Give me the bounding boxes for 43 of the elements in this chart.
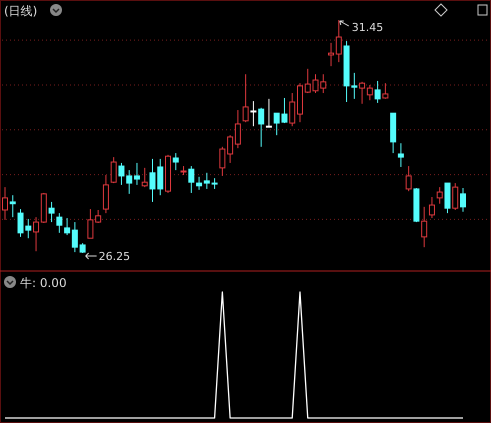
candlestick: [398, 142, 404, 168]
candlestick: [149, 158, 156, 202]
candlestick: [134, 162, 140, 186]
candlestick: [10, 194, 16, 218]
candlestick: [142, 167, 148, 188]
chart-title: 牛: 0.00: [20, 276, 67, 290]
candlestick: [374, 80, 381, 104]
candlestick: [312, 74, 319, 94]
candlestick: [328, 42, 334, 67]
candlestick: [56, 212, 62, 234]
candlestick: [64, 218, 70, 236]
candlestick: [359, 81, 366, 104]
candlestick: [242, 74, 249, 123]
candlestick: [452, 182, 458, 210]
candlestick: [258, 107, 264, 148]
candlestick: [428, 196, 435, 219]
chart-title: (日线): [4, 4, 38, 18]
candlestick: [196, 176, 202, 190]
candlestick: [320, 74, 326, 94]
candlestick: [351, 72, 358, 100]
candlestick: [460, 188, 466, 212]
candlestick: [366, 84, 373, 101]
annotation: 26.25: [98, 250, 130, 263]
candlestick: [382, 82, 388, 100]
candlestick: [289, 92, 296, 127]
candlestick: [336, 20, 342, 63]
candlestick: [157, 158, 164, 196]
candlestick: [25, 218, 32, 239]
candlestick: [110, 156, 117, 184]
candlestick: [250, 100, 256, 127]
candlestick: [281, 97, 288, 124]
candlestick: [406, 166, 412, 192]
candlestick: [234, 110, 241, 149]
candlestick: [421, 206, 428, 248]
candlestick: [188, 166, 194, 194]
candlestick: [18, 208, 24, 238]
candlestick: [436, 186, 443, 204]
candlestick: [266, 98, 272, 128]
candlestick: [33, 216, 40, 252]
annotation: 31.45: [352, 21, 384, 34]
candlestick: [274, 112, 280, 136]
candlestick: [48, 201, 55, 223]
candlestick: [172, 152, 179, 171]
